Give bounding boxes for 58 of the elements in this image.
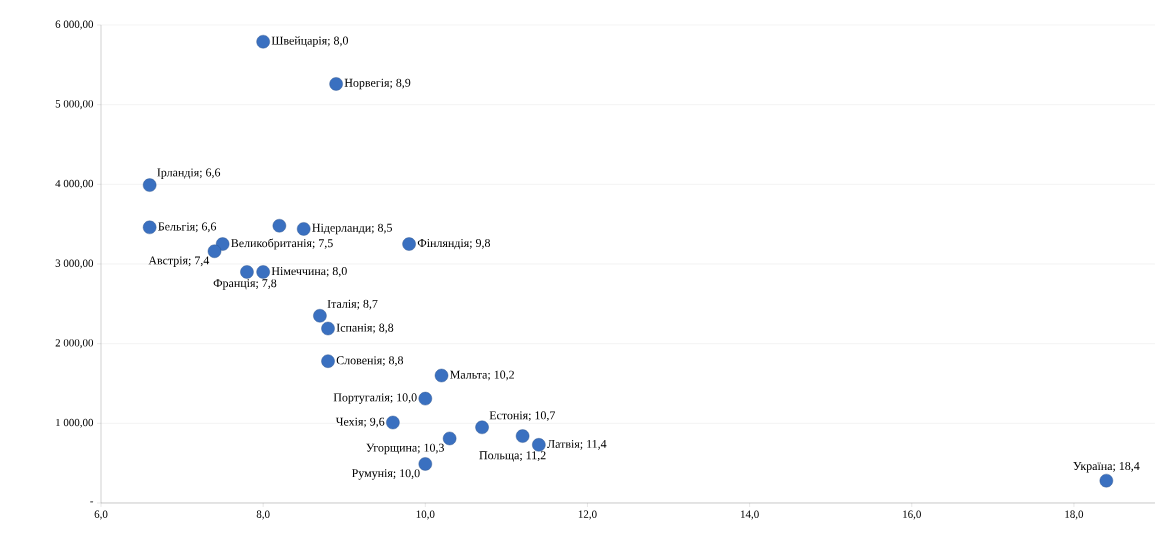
annotation: Бельгія; 6,6	[158, 222, 217, 233]
y-tick-label: 3 000,00	[55, 259, 94, 269]
x-tick-label: 14,0	[741, 510, 759, 520]
point	[207, 244, 222, 258]
point	[297, 222, 311, 236]
point	[142, 178, 157, 192]
point	[442, 431, 457, 446]
annotation: Угорщина; 10,3	[366, 443, 444, 455]
y-tick-label: 1 000,00	[56, 418, 94, 428]
annotation: Мальта; 10,2	[450, 370, 514, 381]
annotation: Німеччина; 8,0	[271, 267, 347, 277]
x-tick-label: 12,0	[578, 510, 597, 520]
y-tick-label: 4 000,00	[55, 179, 94, 189]
annotation: Латвія; 11,4	[547, 439, 607, 450]
annotation: Ірландія; 6,6	[157, 168, 221, 179]
y-tick-label: -	[90, 501, 94, 503]
y-tick-label: 5 000,00	[55, 100, 94, 110]
point	[256, 265, 270, 279]
point	[272, 219, 287, 233]
x-tick-label: 10,0	[416, 510, 435, 520]
y-tick-label: 2 000,00	[55, 339, 94, 349]
point	[321, 321, 335, 336]
y-tick-label: 6 000,00	[55, 20, 94, 30]
annotation: Австрія; 7,4	[148, 256, 210, 267]
point	[418, 391, 433, 406]
point	[142, 220, 157, 235]
annotation: Естонія; 10,7	[489, 411, 556, 422]
point	[515, 429, 530, 443]
annotation: Україна; 18,4	[1073, 461, 1140, 473]
x-tick-label: 16,0	[903, 510, 921, 520]
x-tick-label: 8,0	[256, 510, 270, 520]
annotation: Швейцарія; 8,0	[271, 36, 348, 48]
annotation: Іспанія; 8,8	[336, 323, 394, 334]
point	[418, 457, 433, 471]
annotation: Португалія; 10,0	[333, 393, 417, 404]
annotation: Великобританія; 7,5	[231, 238, 333, 250]
point	[434, 368, 449, 383]
annotation: Італія; 8,7	[327, 299, 378, 310]
point	[1099, 473, 1114, 488]
point	[321, 354, 335, 368]
point	[475, 420, 489, 434]
point	[313, 309, 327, 323]
point	[386, 415, 400, 430]
annotation: Нідерланди; 8,5	[312, 223, 392, 235]
annotation: Франція; 7,8	[213, 279, 277, 290]
annotation: Румунія; 10,0	[352, 469, 420, 480]
annotation: Фінляндія; 9,8	[417, 238, 491, 250]
point	[240, 265, 254, 279]
annotation: Польща; 11,2	[479, 451, 546, 462]
point	[532, 438, 546, 452]
annotation: Норвегія; 8,9	[344, 78, 411, 90]
annotation: Словенія; 8,8	[336, 356, 404, 367]
annotation: Чехія; 9,6	[335, 417, 385, 428]
x-tick-label: 6,0	[94, 510, 108, 520]
point	[256, 35, 270, 49]
point	[402, 237, 416, 251]
x-tick-label: 18,0	[1065, 510, 1084, 520]
point	[329, 77, 343, 91]
